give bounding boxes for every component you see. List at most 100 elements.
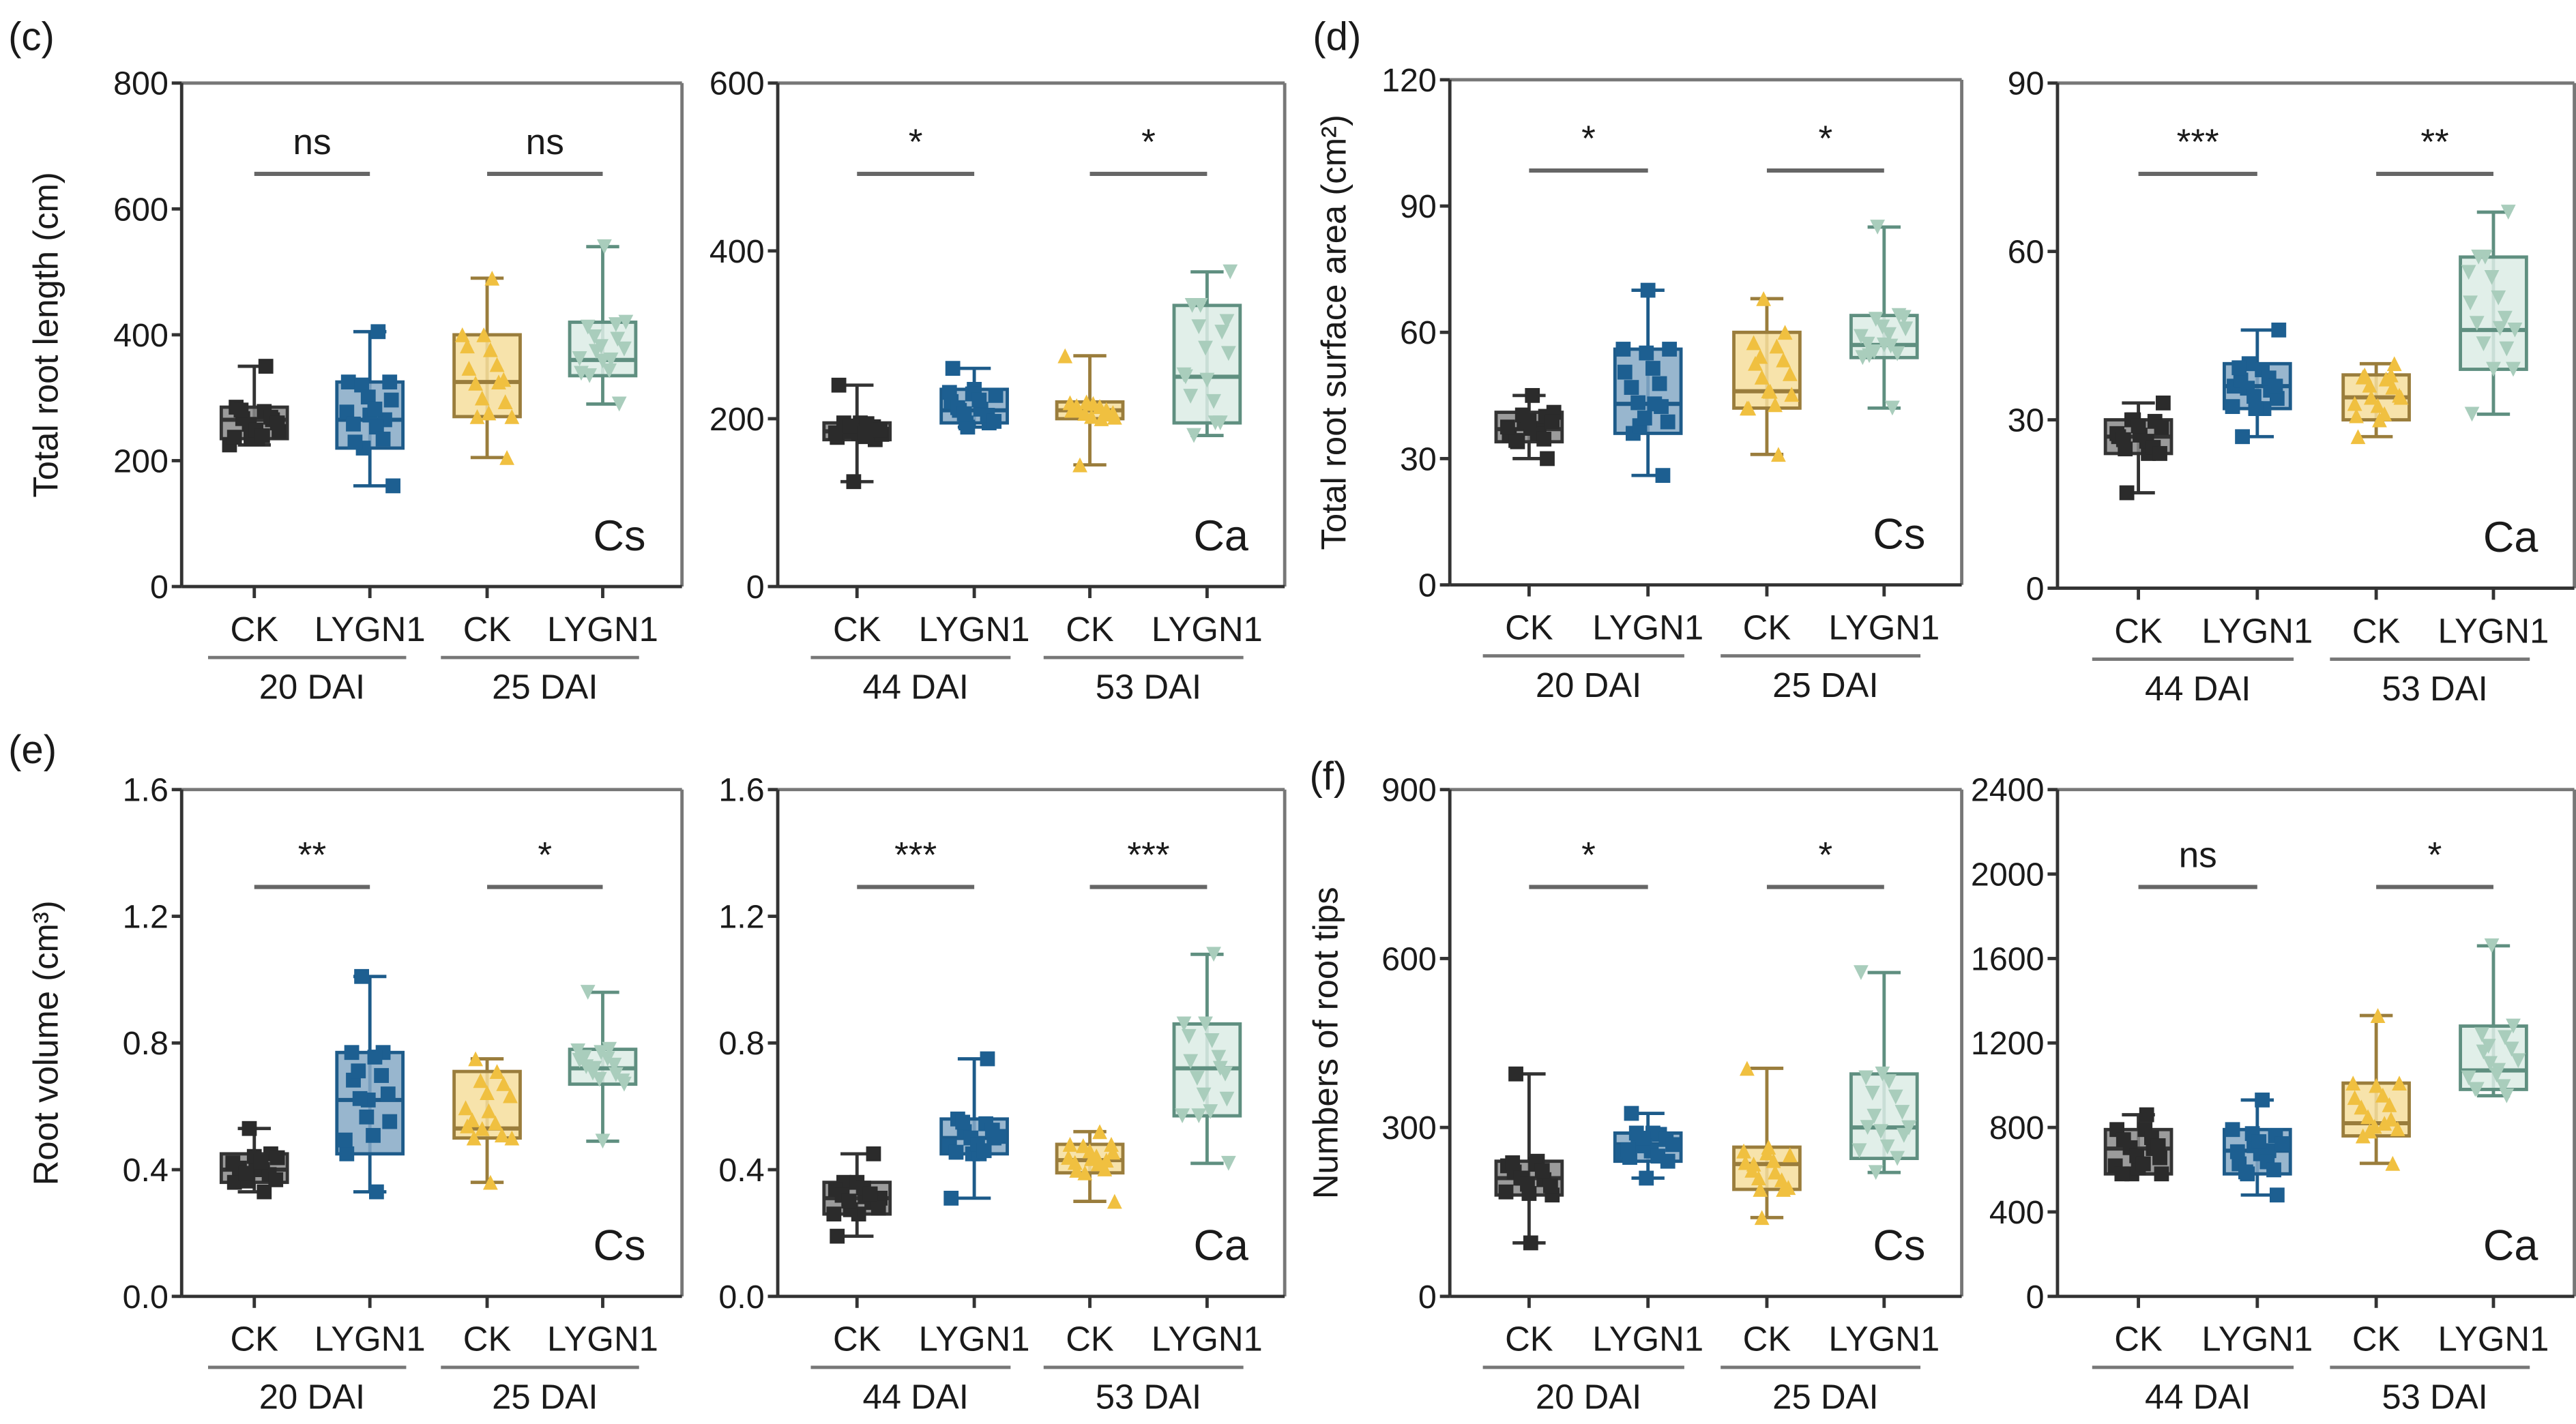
data-point xyxy=(2468,1082,2483,1097)
data-point xyxy=(499,449,514,465)
category-label: LYGN1 xyxy=(1592,1320,1703,1359)
data-point xyxy=(1525,387,1540,403)
data-point xyxy=(1738,1155,1753,1170)
category-label: CK xyxy=(1743,1320,1791,1359)
data-point xyxy=(873,422,888,438)
box-lygn1-1 xyxy=(1849,965,1919,1308)
panel-letter: (e) xyxy=(8,728,57,772)
species-label: Cs xyxy=(594,1222,646,1270)
data-point xyxy=(1660,414,1675,430)
data-point xyxy=(2477,250,2493,265)
y-tick-label: 200 xyxy=(113,443,169,479)
data-point xyxy=(1781,1180,1796,1196)
category-label: LYGN1 xyxy=(1828,1320,1940,1359)
data-point xyxy=(496,1076,512,1091)
category-label: CK xyxy=(1066,1320,1114,1359)
data-point xyxy=(1746,335,1761,351)
data-point xyxy=(2474,1027,2489,1043)
data-point xyxy=(1652,376,1667,391)
data-point xyxy=(2225,1122,2240,1138)
y-tick-label: 0.8 xyxy=(123,1025,169,1062)
box-lygn1-0 xyxy=(335,968,405,1308)
box-ck-0 xyxy=(2103,395,2174,600)
data-point xyxy=(1890,1151,1905,1166)
data-point xyxy=(1183,389,1199,404)
category-label: CK xyxy=(1505,608,1553,647)
data-point xyxy=(347,434,363,450)
data-point xyxy=(497,394,513,409)
data-point xyxy=(1761,383,1776,399)
data-point xyxy=(971,392,987,408)
data-point xyxy=(2377,406,2392,421)
data-point xyxy=(375,431,391,447)
data-point xyxy=(1852,1143,1867,1159)
data-point xyxy=(351,1063,366,1079)
data-point xyxy=(2492,321,2508,336)
data-point xyxy=(1637,411,1652,426)
data-point xyxy=(2274,1136,2290,1151)
data-point xyxy=(2464,406,2480,422)
data-point xyxy=(956,406,972,421)
data-point xyxy=(2491,290,2506,306)
data-point xyxy=(1771,447,1786,462)
data-point xyxy=(352,1091,368,1106)
data-point xyxy=(1176,367,1192,383)
data-point xyxy=(1212,415,1228,430)
box-ck-0 xyxy=(219,1121,289,1308)
category-label: CK xyxy=(1505,1320,1553,1359)
data-point xyxy=(2385,379,2401,395)
data-point xyxy=(862,1186,878,1202)
box-ck-1 xyxy=(452,1051,522,1308)
data-point xyxy=(1199,372,1215,388)
species-label: Ca xyxy=(1193,512,1248,560)
data-point xyxy=(2231,360,2247,376)
significance-label: * xyxy=(2428,835,2442,876)
data-point xyxy=(2498,310,2513,326)
box-lygn1-1 xyxy=(1849,220,1919,597)
y-tick-label: 90 xyxy=(2008,65,2045,102)
data-point xyxy=(2345,1076,2361,1091)
data-point xyxy=(2363,389,2379,405)
data-point xyxy=(1640,282,1656,298)
data-point xyxy=(339,1146,355,1161)
group-label: 53 DAI xyxy=(2382,669,2487,708)
data-point xyxy=(1901,1120,1917,1136)
category-label: CK xyxy=(2114,611,2163,650)
category-label: LYGN1 xyxy=(547,1320,658,1359)
data-point xyxy=(858,429,873,445)
category-label: CK xyxy=(833,610,881,649)
group-label: 20 DAI xyxy=(259,1377,365,1416)
data-point xyxy=(1654,399,1669,415)
data-point xyxy=(2152,446,2167,461)
data-point xyxy=(1662,342,1678,357)
box-lygn1-1 xyxy=(1172,947,1242,1308)
data-point xyxy=(1784,387,1800,402)
data-point xyxy=(1753,348,1768,364)
significance-label: * xyxy=(1581,119,1596,159)
data-point xyxy=(2499,341,2515,357)
category-label: LYGN1 xyxy=(1152,1320,1263,1359)
data-point xyxy=(2375,1087,2390,1103)
data-point xyxy=(1759,1145,1774,1161)
y-tick-label: 1600 xyxy=(1971,940,2045,977)
data-point xyxy=(1630,395,1646,411)
significance-label: ** xyxy=(2420,122,2448,162)
data-point xyxy=(2461,265,2476,280)
significance-label: *** xyxy=(1127,835,1169,876)
data-point xyxy=(1736,1143,1751,1159)
data-point xyxy=(385,478,400,494)
category-label: LYGN1 xyxy=(314,610,426,649)
data-point xyxy=(2355,1128,2371,1144)
data-point xyxy=(344,1045,360,1060)
data-point xyxy=(2246,389,2262,404)
data-point xyxy=(458,1100,473,1116)
category-label: CK xyxy=(463,610,512,649)
data-point xyxy=(1184,297,1200,313)
data-point xyxy=(2269,391,2285,406)
data-point xyxy=(382,1114,398,1129)
data-point xyxy=(1521,413,1537,428)
data-point xyxy=(870,1200,886,1216)
box-lygn1-1 xyxy=(2459,938,2528,1308)
group-label: 44 DAI xyxy=(2145,669,2251,708)
